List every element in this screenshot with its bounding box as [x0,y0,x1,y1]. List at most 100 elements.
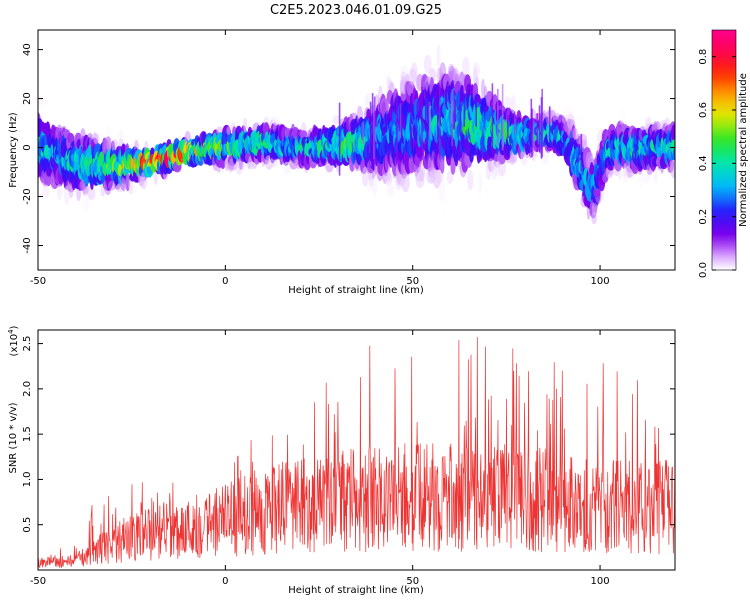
snr-scale-label: (x10 [9,334,20,357]
spectrogram-streak [463,93,465,127]
snr-y-axis-label: SNR (10 * v/v) [8,402,19,473]
spectrogram-streak [428,101,431,137]
y-tick-label: 0.5 [22,517,33,533]
spectrogram-cell [533,155,541,172]
spectrogram-streak [437,83,439,154]
spectrogram-streak [536,113,538,153]
x-tick-label: -50 [30,276,46,287]
spectrogram-cell [365,93,371,108]
snr-panel: -50 0 50 100 0.51.01.52.02.5 Height of stra… [7,325,676,596]
spectrogram-streak [362,122,365,144]
spectrogram-cell [485,187,490,200]
spectrogram-cell [87,186,96,201]
spectrogram-cell [82,193,90,212]
y-tick-label: 2.5 [22,336,33,352]
figure-title: C2E5.2023.046.01.09.G25 [270,3,442,18]
spectrogram-streak [338,102,341,176]
spectrogram-streak [475,97,477,127]
spectrogram-cell [93,133,100,145]
spectrogram-cell [299,130,308,139]
spectrogram-y-axis-label: Frequency (Hz) [8,112,19,188]
spectrogram-cell [462,56,470,77]
spectrogram-streak [421,86,423,156]
spectrogram-streak [369,124,372,155]
svg-text:(x104): (x104) [7,325,20,356]
x-tick-label: 0 [222,576,228,587]
spectrogram-streak [409,98,412,147]
spectrogram-cell [478,172,483,193]
spectrogram-streak [459,90,462,137]
spectrogram-cell [653,168,658,183]
snr-scale-factor: (x104) [7,325,20,356]
spectrogram-cell [617,170,623,181]
spectrogram-cell [66,132,75,144]
spectrogram-streak [501,83,504,151]
y-tick-label: 0 [22,144,33,150]
colorbar-tick-label: 0.4 [698,155,709,171]
spectrogram-cell [270,157,278,168]
spectrogram-cell [619,108,626,124]
spectrogram-cell [588,226,593,240]
y-tick-label: -40 [22,237,33,253]
spectrogram-cell [121,178,127,192]
x-tick-label: 100 [591,576,610,587]
spectrogram-cell [446,170,454,184]
spectrogram-streak [580,133,583,172]
spectrogram-streak [548,106,551,147]
colorbar: 0.0 0.2 0.4 0.6 0.8 Normalized spectral ampl… [698,29,749,278]
spectrogram-cell [472,62,480,77]
y-tick-label: -20 [22,188,33,204]
spectrogram-cell [56,184,62,201]
colorbar-gradient [712,30,736,270]
spectrogram-cell [366,178,375,192]
colorbar-tick-label: 0.6 [698,102,709,118]
colorbar-tick-label: 0.2 [698,209,709,225]
spectrogram-streak [373,109,375,159]
spectrogram-streak [541,88,543,157]
spectrogram-cell [408,68,417,86]
y-tick-label: 1.5 [22,426,33,442]
snr-x-axis-label: Height of straight line (km) [288,585,424,596]
spectrogram-cell [118,130,124,147]
spectrogram-streak [398,103,401,132]
spectrogram-cell [467,169,474,191]
spectrogram-cell [578,116,585,127]
colorbar-label: Normalized spectral amplitude [738,73,749,227]
spectrogram-cell [504,96,512,109]
spectrogram-cell [442,195,448,218]
spectrogram-streak [426,91,429,150]
x-tick-label: -50 [30,576,46,587]
spectrogram-streak [491,83,494,152]
spectrogram-cell [510,95,516,114]
colorbar-tick-label: 0.8 [698,49,709,65]
spectrogram-cell [243,117,248,133]
spectrogram-streak [538,105,541,153]
spectrogram-cell [438,181,446,202]
y-tick-label: 20 [22,92,33,105]
spectrogram-cell [42,184,50,199]
y-tick-label: 40 [22,43,33,56]
spectrogram-cell [107,180,117,191]
spectrogram-cell [372,176,378,197]
spectrogram-cell [272,115,280,126]
spectrogram-streak [451,89,453,146]
spectrogram-cell [226,126,231,135]
x-tick-label: 100 [591,276,610,287]
spectrogram-streak [530,98,533,153]
snr-plot-area [38,330,675,570]
spectrogram-cell [436,44,441,68]
spectrogram-streak [424,101,427,127]
spectrogram-streak [507,115,509,138]
spectrogram-cell [387,169,391,182]
spectrogram-streak [514,111,516,135]
spectrogram-cell [423,54,432,74]
spectrogram-cell [332,115,341,125]
y-tick-label: 1.0 [22,471,33,487]
spectrogram-cell [670,159,675,179]
spectrogram-streak [396,92,398,157]
spectrogram-cell [428,68,436,83]
colorbar-tick-label: 0.0 [698,262,709,278]
spectrogram-marks [38,44,675,240]
